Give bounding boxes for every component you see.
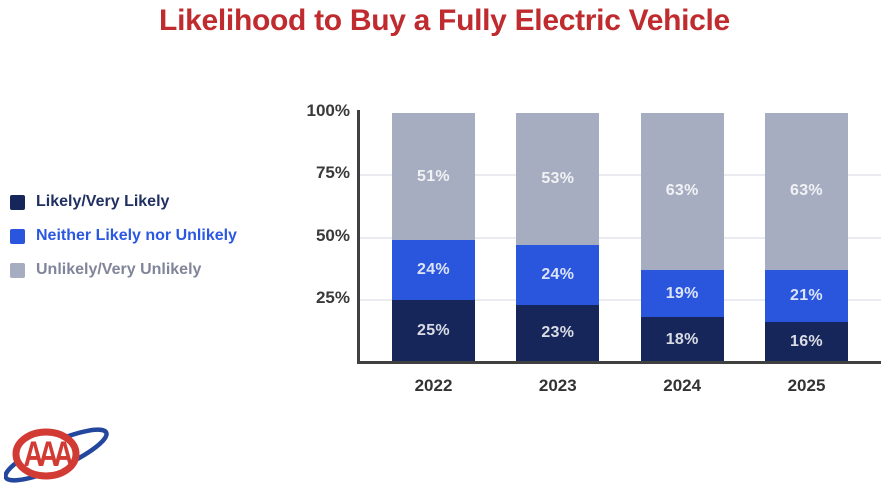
x-axis-label: 2022 [414,376,453,395]
gridline-75 [360,174,881,176]
bar-segment-label: 63% [790,182,823,200]
x-axis-label: 2024 [663,376,702,395]
y-axis-line [357,110,360,364]
bar-segment: 51% [392,113,475,240]
chart-title: Likelihood to Buy a Fully Electric Vehic… [159,4,730,37]
bar-segment: 19% [640,269,724,318]
legend-swatch-neither [10,228,25,244]
legend-swatch-unlikely [10,262,25,278]
bar-2025: 63% 21% 16% [765,113,848,362]
y-axis-tick-50: 50% [315,226,350,245]
bar-segment: 63% [640,113,724,270]
bar-segment-label: 18% [665,330,699,348]
logo-oval [12,428,80,480]
y-axis-tick-100: 100% [306,101,350,120]
bar-2022: 51% 24% 25% [392,113,475,362]
plot-area: 51% 24% 25% 53% 24% 23% 63% 19% 18% 63% 21% 16% [360,113,881,362]
bar-segment-label: 51% [417,167,450,185]
bar-2023: 53% 24% 23% [516,113,600,362]
legend-label-likely: Likely/Very Likely [36,193,170,210]
legend-item-neither: Neither Likely nor Unlikely [10,226,237,246]
x-axis-label: 2025 [787,376,826,395]
bar-segment: 25% [392,299,475,362]
legend: Likely/Very Likely Neither Likely nor Un… [10,192,237,294]
bar-segment: 16% [765,322,848,362]
legend-label-neither: Neither Likely nor Unlikely [36,227,237,244]
bar-segment: 63% [765,113,848,270]
bar-segment: 18% [640,317,724,362]
y-axis-tick-25: 25% [315,288,350,307]
bar-segment-label: 24% [417,260,450,278]
legend-label-unlikely: Unlikely/Very Unlikely [36,261,202,278]
bar-segment: 24% [392,240,475,300]
bar-segment: 24% [516,244,600,305]
gridline-50 [360,237,881,239]
bar-segment-label: 19% [665,284,699,302]
bar-segment: 21% [765,269,848,323]
gridline-25 [360,299,881,301]
bar-segment-label: 16% [790,333,823,351]
bar-segment-label: 23% [541,324,575,342]
logo-monogram: AAA [24,434,74,474]
y-axis-tick-75: 75% [315,163,350,182]
bar-segment-label: 21% [790,287,823,305]
x-axis-label: 2023 [538,376,577,395]
bar-segment: 53% [516,113,600,245]
x-axis-line [357,361,881,364]
legend-item-likely: Likely/Very Likely [10,192,237,212]
aaa-logo: AAA [4,427,109,483]
bar-segment-label: 24% [541,265,575,283]
bar-segment-label: 53% [541,170,575,187]
bar-2024: 63% 19% 18% [640,113,724,362]
bar-segment-label: 63% [665,182,699,200]
bar-segment: 23% [516,304,600,362]
legend-item-unlikely: Unlikely/Very Unlikely [10,260,237,280]
bar-segment-label: 25% [417,321,450,339]
legend-swatch-likely [10,194,25,210]
